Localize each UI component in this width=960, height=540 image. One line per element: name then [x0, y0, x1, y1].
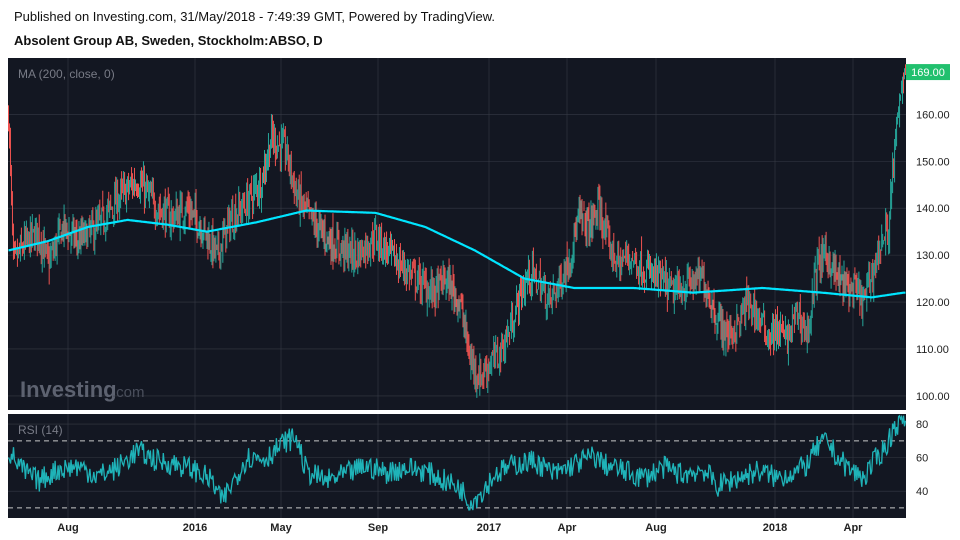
pane-divider	[8, 410, 906, 414]
y-tick-label-price: 100.00	[916, 391, 950, 403]
y-tick-label-price: 150.00	[916, 156, 950, 168]
x-tick-label: Apr	[558, 522, 578, 534]
y-tick-label-rsi: 40	[916, 486, 928, 498]
rsi-line	[7, 414, 907, 511]
last-price-tag: 169.00	[906, 64, 950, 81]
y-tick-label-price: 110.00	[916, 344, 949, 356]
y-tick-label-rsi: 60	[916, 453, 928, 465]
price-candles[interactable]	[7, 64, 907, 398]
y-tick-label-price: 120.00	[916, 297, 950, 309]
price-pane-background	[8, 58, 906, 410]
y-tick-label-price: 140.00	[916, 203, 950, 215]
watermark-text: Investing	[20, 377, 117, 402]
watermark-suffix: .com	[112, 384, 145, 401]
investing-watermark: Investing .com	[20, 377, 145, 402]
y-tick-label-price: 130.00	[916, 250, 950, 262]
ma-indicator-label: MA (200, close, 0)	[18, 67, 115, 81]
last-price-tag-box	[906, 64, 950, 81]
x-tick-label: May	[270, 522, 292, 534]
axes: Aug 2016 May Sep 2017 Apr Aug 2018 Apr 100.00 110.…	[57, 109, 949, 534]
y-tick-label-rsi: 80	[916, 419, 928, 431]
moving-average-line[interactable]	[8, 209, 906, 299]
x-tick-label: 2016	[183, 522, 207, 534]
y-tick-label-price: 160.00	[916, 109, 950, 121]
x-tick-label: Sep	[368, 522, 388, 534]
x-tick-label: Aug	[645, 522, 666, 534]
rsi-series[interactable]	[7, 414, 907, 511]
published-note: Published on Investing.com, 31/May/2018 …	[14, 9, 496, 24]
x-tick-label: Apr	[844, 522, 864, 534]
x-tick-label: 2018	[763, 522, 787, 534]
last-price-tag-text: 169.00	[911, 67, 945, 79]
x-tick-label: 2017	[477, 522, 501, 534]
x-tick-label: Aug	[57, 522, 78, 534]
grid	[8, 58, 906, 518]
rsi-indicator-label: RSI (14)	[18, 423, 63, 437]
chart-title: Absolent Group AB, Sweden, Stockholm:ABS…	[14, 33, 323, 48]
